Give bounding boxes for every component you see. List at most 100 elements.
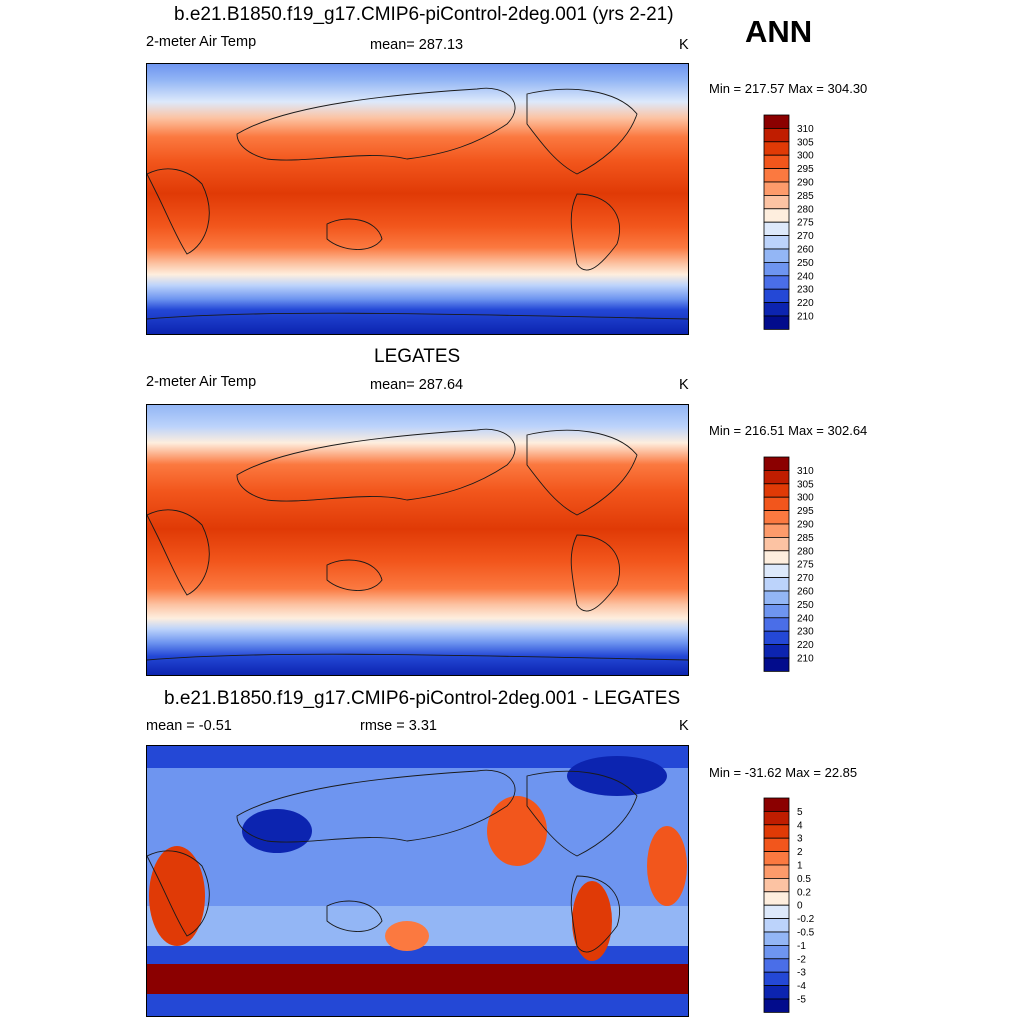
colorbar-tick-label: 250	[797, 258, 814, 269]
colorbar-tick-label: 285	[797, 533, 814, 544]
colorbar-box	[763, 985, 790, 1000]
colorbar-tick-label: 0.5	[797, 874, 811, 885]
colorbar-tick-label: 260	[797, 587, 814, 598]
colorbar-tick-label: 0.2	[797, 887, 811, 898]
colorbar-tick-label: 240	[797, 271, 814, 282]
panel2-map	[146, 404, 689, 676]
colorbar-tick-label: 2	[797, 847, 803, 858]
colorbar-tick-label: 220	[797, 298, 814, 309]
colorbar-tick-label: -2	[797, 954, 806, 965]
season-label: ANN	[745, 14, 813, 49]
panel3-mean-label: mean = -0.51	[146, 718, 232, 734]
colorbar-tick-label: 5	[797, 807, 803, 818]
panel1-title: b.e21.B1850.f19_g17.CMIP6-piControl-2deg…	[174, 4, 674, 25]
panel3-units-label: K	[679, 718, 689, 734]
panel1-minmax: Min = 217.57 Max = 304.30	[709, 81, 868, 96]
panel2-units-label: K	[679, 377, 689, 393]
colorbar-box	[763, 456, 790, 471]
colorbar-tick-label: 305	[797, 479, 814, 490]
colorbar-box	[763, 469, 790, 485]
colorbar-box	[763, 577, 790, 592]
colorbar-tick-label: 310	[797, 466, 814, 477]
colorbar-tick-label: 0	[797, 901, 803, 912]
colorbar-box	[763, 590, 790, 605]
panel3-rmse-label: rmse = 3.31	[360, 718, 437, 734]
colorbar-tick-label: 210	[797, 654, 814, 665]
colorbar-box	[763, 208, 790, 223]
colorbar-tick-label: 260	[797, 245, 814, 256]
colorbar-box	[763, 288, 790, 303]
colorbar-tick-label: 285	[797, 191, 814, 202]
colorbar-tick-label: 230	[797, 285, 814, 296]
colorbar-box	[763, 918, 790, 933]
colorbar-tick-label: 280	[797, 546, 814, 557]
panel3-map	[146, 745, 689, 1017]
colorbar-tick-label: 220	[797, 640, 814, 651]
colorbar-box	[763, 496, 790, 512]
colorbar-tick-label: 250	[797, 600, 814, 611]
colorbar-tick-label: 300	[797, 151, 814, 162]
colorbar-box	[763, 261, 790, 277]
panel2-mean-label: mean= 287.64	[370, 377, 464, 393]
colorbar-tick-label: -5	[797, 995, 806, 1006]
colorbar-tick-label: 270	[797, 573, 814, 584]
colorbar-box	[763, 603, 790, 619]
colorbar-tick-label: 290	[797, 178, 814, 189]
colorbar-box	[763, 797, 790, 812]
colorbar-box	[763, 851, 790, 866]
colorbar-box	[763, 181, 790, 196]
colorbar-tick-label: -0.2	[797, 914, 815, 925]
panel1-mean-label: mean= 287.13	[370, 37, 464, 53]
colorbar-tick-label: 290	[797, 520, 814, 531]
colorbar-box	[763, 563, 790, 578]
colorbar-tick-label: 4	[797, 820, 803, 831]
colorbar-tick-label: 3	[797, 834, 803, 845]
panel3-title: b.e21.B1850.f19_g17.CMIP6-piControl-2deg…	[164, 688, 681, 709]
colorbar-box	[763, 824, 790, 839]
colorbar-tick-label: 275	[797, 560, 814, 571]
colorbar-box	[763, 315, 790, 330]
colorbar-tick-label: 240	[797, 613, 814, 624]
panel2-title: LEGATES	[374, 346, 461, 367]
colorbar-tick-label: -3	[797, 968, 806, 979]
colorbar-box	[763, 931, 790, 946]
colorbar-tick-label: 295	[797, 164, 814, 175]
colorbar-box	[763, 275, 790, 290]
panel2-variable-label: 2-meter Air Temp	[146, 374, 257, 390]
colorbar-box	[763, 510, 790, 525]
panel1-map	[146, 63, 689, 335]
colorbar-box	[763, 864, 790, 879]
panel2-minmax: Min = 216.51 Max = 302.64	[709, 423, 868, 438]
colorbar-box	[763, 958, 790, 973]
colorbar-tick-label: 230	[797, 627, 814, 638]
panel1-variable-label: 2-meter Air Temp	[146, 34, 257, 50]
colorbar-box	[763, 891, 790, 906]
colorbar-box	[763, 971, 790, 986]
colorbar-box	[763, 483, 790, 498]
panel3-colorbar: 5 4 3 2 1 0.5 0.2 0 -0.2 -0.5 -1 -2 -3 -4 -5	[763, 797, 834, 1013]
colorbar-box	[763, 537, 790, 552]
colorbar-tick-label: 210	[797, 312, 814, 323]
colorbar-tick-label: 295	[797, 506, 814, 517]
colorbar-box	[763, 195, 790, 210]
colorbar-box	[763, 523, 790, 538]
panel2-colorbar: 310 305 300 295 290 285 280 275 270 260 250 240 230 2…	[763, 456, 834, 672]
panel1-colorbar: 310 305 300 295 290 285 280 275 270 260 250 240 230 2…	[763, 114, 834, 330]
colorbar-box	[763, 141, 790, 156]
colorbar-box	[763, 998, 790, 1013]
colorbar-tick-label: -1	[797, 941, 806, 952]
colorbar-box	[763, 248, 790, 263]
colorbar-tick-label: 275	[797, 218, 814, 229]
colorbar-tick-label: -4	[797, 981, 806, 992]
colorbar-box	[763, 644, 790, 659]
colorbar-box	[763, 550, 790, 565]
colorbar-tick-label: 280	[797, 204, 814, 215]
panel3-minmax: Min = -31.62 Max = 22.85	[709, 765, 858, 780]
colorbar-box	[763, 837, 790, 853]
colorbar-box	[763, 168, 790, 183]
colorbar-box	[763, 617, 790, 632]
colorbar-box	[763, 154, 790, 170]
colorbar-box	[763, 810, 790, 826]
colorbar-box	[763, 302, 790, 317]
colorbar-box	[763, 114, 790, 129]
